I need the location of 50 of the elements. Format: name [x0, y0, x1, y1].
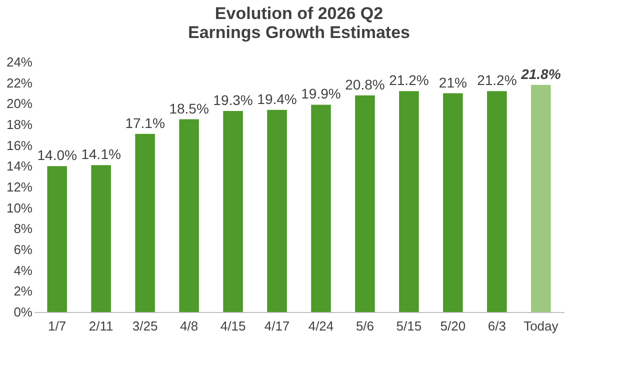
bar: [223, 110, 243, 312]
y-tick-label: 24%: [6, 54, 33, 70]
data-label: 17.1%: [125, 114, 165, 131]
x-tick-label: 5/6: [356, 318, 374, 334]
data-label: 19.3%: [213, 92, 253, 108]
x-tick-label: 5/20: [440, 318, 466, 334]
y-tick-label: 14%: [6, 158, 33, 174]
data-label: 19.4%: [257, 90, 297, 107]
bar: [443, 93, 463, 312]
x-tick-label: Today: [524, 318, 559, 334]
data-label: 21.8%: [520, 66, 562, 82]
data-label: 21.2%: [389, 72, 429, 88]
x-tick-label: 5/15: [396, 318, 422, 334]
bar: [531, 84, 551, 312]
chart-title: Evolution of 2026 Q2 Earnings Growth Estimates: [188, 4, 410, 42]
y-tick-label: 22%: [6, 75, 33, 90]
bar: [267, 110, 287, 312]
data-label: 21.2%: [477, 72, 517, 88]
y-tick-label: 4%: [14, 262, 33, 278]
bar: [135, 134, 155, 312]
bar: [47, 166, 67, 312]
x-tick-label: 6/3: [488, 318, 506, 334]
data-label: 14.1%: [81, 146, 121, 162]
y-tick-label: 20%: [6, 96, 33, 112]
x-tick-label: 4/8: [180, 318, 198, 334]
data-label: 14.0%: [37, 147, 77, 164]
y-tick-label: 10%: [6, 200, 33, 216]
x-tick-label: 4/17: [264, 318, 290, 334]
bar: [311, 104, 331, 312]
y-tick-label: 12%: [6, 180, 33, 194]
y-tick-label: 0%: [14, 304, 33, 320]
bar: [179, 119, 199, 312]
data-label: 19.9%: [301, 86, 341, 102]
bar: [487, 91, 507, 312]
x-tick-label: 2/11: [88, 318, 114, 334]
data-label: 20.8%: [345, 76, 385, 92]
y-tick-label: 8%: [14, 221, 33, 236]
x-tick-label: 4/15: [220, 318, 246, 334]
y-tick-label: 16%: [6, 138, 33, 153]
x-tick-label: 3/25: [132, 318, 158, 334]
x-tick-label: 1/7: [48, 318, 66, 334]
bar: [399, 91, 419, 312]
y-tick-label: 2%: [14, 284, 33, 299]
data-label: 18.5%: [169, 100, 209, 116]
y-tick-label: 6%: [14, 242, 33, 257]
bar: [355, 95, 375, 312]
y-tick-label: 18%: [6, 117, 33, 132]
data-label: 21%: [438, 74, 467, 90]
bar: [91, 165, 111, 312]
x-tick-label: 4/24: [308, 318, 334, 334]
